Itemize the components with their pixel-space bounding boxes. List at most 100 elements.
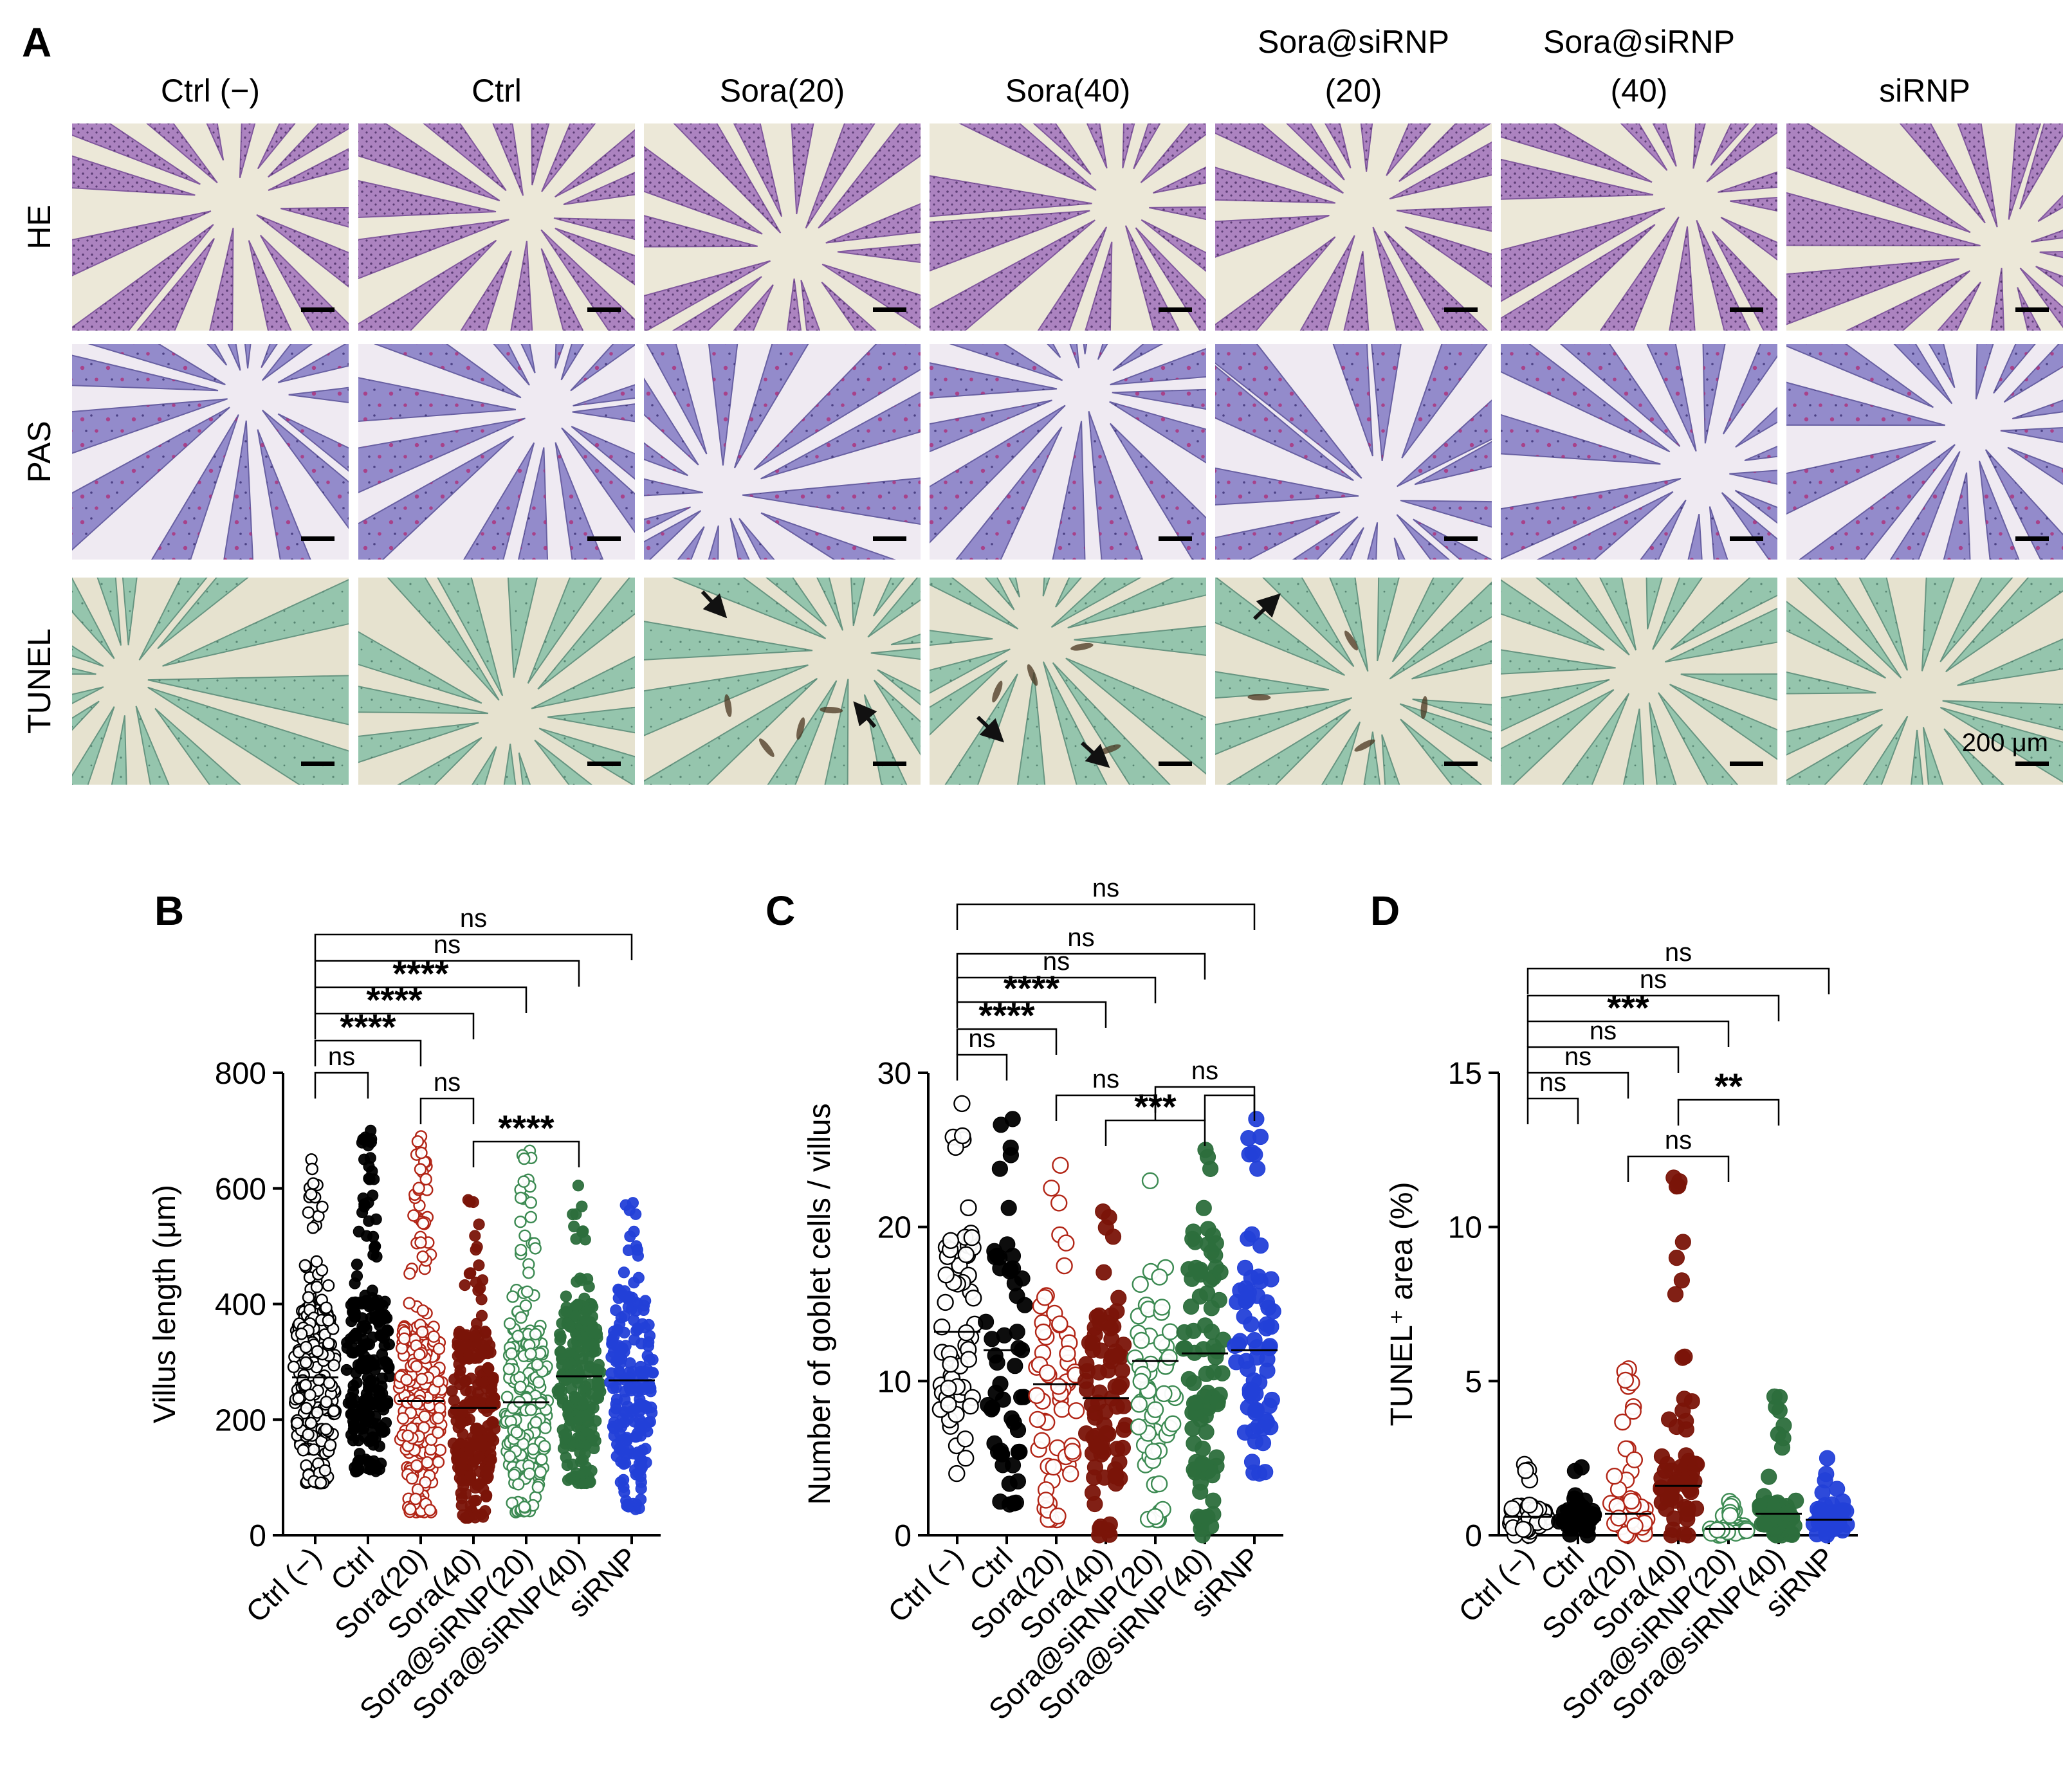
data-point xyxy=(356,1320,369,1333)
data-point xyxy=(457,1428,469,1440)
data-point xyxy=(416,1373,428,1386)
data-point xyxy=(1259,1362,1276,1379)
data-point xyxy=(1200,1463,1217,1479)
data-point xyxy=(553,1382,566,1394)
series-points xyxy=(1126,1172,1184,1529)
micrograph-pas xyxy=(358,344,635,560)
data-point xyxy=(560,1428,573,1440)
data-point xyxy=(568,1220,580,1233)
data-point xyxy=(1521,1496,1538,1514)
bracket-line xyxy=(956,976,1157,1003)
data-point xyxy=(606,1338,618,1350)
data-point xyxy=(619,1340,632,1352)
data-point xyxy=(1236,1308,1252,1325)
data-point xyxy=(1663,1490,1680,1507)
data-point xyxy=(1088,1437,1105,1454)
data-point xyxy=(379,1295,391,1308)
data-point xyxy=(1834,1522,1851,1539)
scale-bar xyxy=(1444,762,1478,766)
data-point xyxy=(1247,1433,1264,1450)
data-point xyxy=(367,1230,380,1243)
scale-bar xyxy=(301,536,335,541)
data-point xyxy=(635,1483,647,1495)
scale-bar xyxy=(873,307,906,312)
data-point xyxy=(510,1426,523,1439)
data-point xyxy=(564,1320,576,1333)
data-point xyxy=(1617,1371,1635,1389)
data-point xyxy=(621,1499,633,1512)
data-point xyxy=(1668,1249,1685,1266)
data-point xyxy=(522,1266,535,1279)
data-point xyxy=(473,1218,485,1230)
data-point xyxy=(624,1357,636,1369)
data-point xyxy=(1053,1400,1071,1418)
y-tick-label: 0 xyxy=(249,1519,266,1553)
significance-bracket: ns xyxy=(1526,965,1780,1021)
bracket-line xyxy=(1677,1099,1780,1126)
data-point xyxy=(581,1305,593,1317)
data-point xyxy=(298,1259,311,1272)
data-point xyxy=(520,1285,534,1299)
data-point xyxy=(366,1284,379,1297)
significance-label: ns xyxy=(1043,947,1070,976)
data-point xyxy=(937,1293,954,1311)
bracket-line xyxy=(956,903,1256,930)
arrow-icon xyxy=(1252,593,1281,621)
data-point xyxy=(1002,1139,1019,1156)
data-point xyxy=(1111,1454,1128,1470)
series-points xyxy=(977,1111,1033,1513)
bracket-line xyxy=(1526,1097,1579,1124)
micrograph-he xyxy=(358,123,635,331)
significance-label: **** xyxy=(366,980,422,1020)
data-point xyxy=(362,1371,374,1384)
data-point xyxy=(957,1246,975,1263)
significance-bracket: ns xyxy=(1627,1126,1730,1182)
series-points xyxy=(1602,1360,1656,1544)
data-point xyxy=(414,1236,427,1249)
data-point xyxy=(517,1175,530,1188)
data-point xyxy=(297,1444,310,1457)
data-point xyxy=(469,1511,481,1524)
data-point xyxy=(989,1247,1005,1264)
data-point xyxy=(295,1328,308,1340)
data-point xyxy=(410,1360,423,1373)
data-point xyxy=(957,1449,975,1467)
column-header: Ctrl (−) xyxy=(161,73,260,109)
data-point xyxy=(416,1304,430,1317)
data-point xyxy=(446,1385,458,1397)
data-point xyxy=(459,1279,471,1291)
data-point xyxy=(1011,1443,1028,1460)
data-point xyxy=(1782,1526,1799,1543)
data-point xyxy=(1013,1389,1030,1405)
data-point xyxy=(514,1215,527,1228)
data-point xyxy=(369,1296,381,1308)
data-point xyxy=(940,1396,957,1414)
data-point xyxy=(1195,1200,1212,1216)
data-point xyxy=(1249,1339,1265,1356)
data-point xyxy=(1811,1510,1828,1527)
data-point xyxy=(987,1347,1004,1364)
data-point xyxy=(477,1376,490,1389)
data-point xyxy=(348,1461,361,1473)
data-point xyxy=(1084,1484,1101,1501)
data-point xyxy=(1258,1320,1275,1337)
data-point xyxy=(1667,1286,1684,1302)
data-point xyxy=(1146,1508,1164,1526)
data-point xyxy=(1180,1371,1197,1387)
data-point xyxy=(608,1430,620,1442)
bracket-line xyxy=(1526,1020,1730,1047)
column-header-label: siRNP xyxy=(1879,73,1970,109)
data-point xyxy=(1195,1440,1211,1457)
data-point xyxy=(512,1478,525,1491)
data-point xyxy=(320,1301,333,1315)
series-points xyxy=(392,1130,448,1519)
data-point xyxy=(310,1255,323,1268)
micrograph-pas xyxy=(930,344,1206,560)
scale-bar xyxy=(2015,762,2049,766)
data-point xyxy=(1551,1513,1568,1530)
data-point xyxy=(1818,1466,1835,1483)
data-point xyxy=(1610,1510,1627,1527)
y-tick-label: 400 xyxy=(215,1288,266,1322)
data-point xyxy=(627,1405,639,1417)
data-point xyxy=(327,1359,340,1372)
